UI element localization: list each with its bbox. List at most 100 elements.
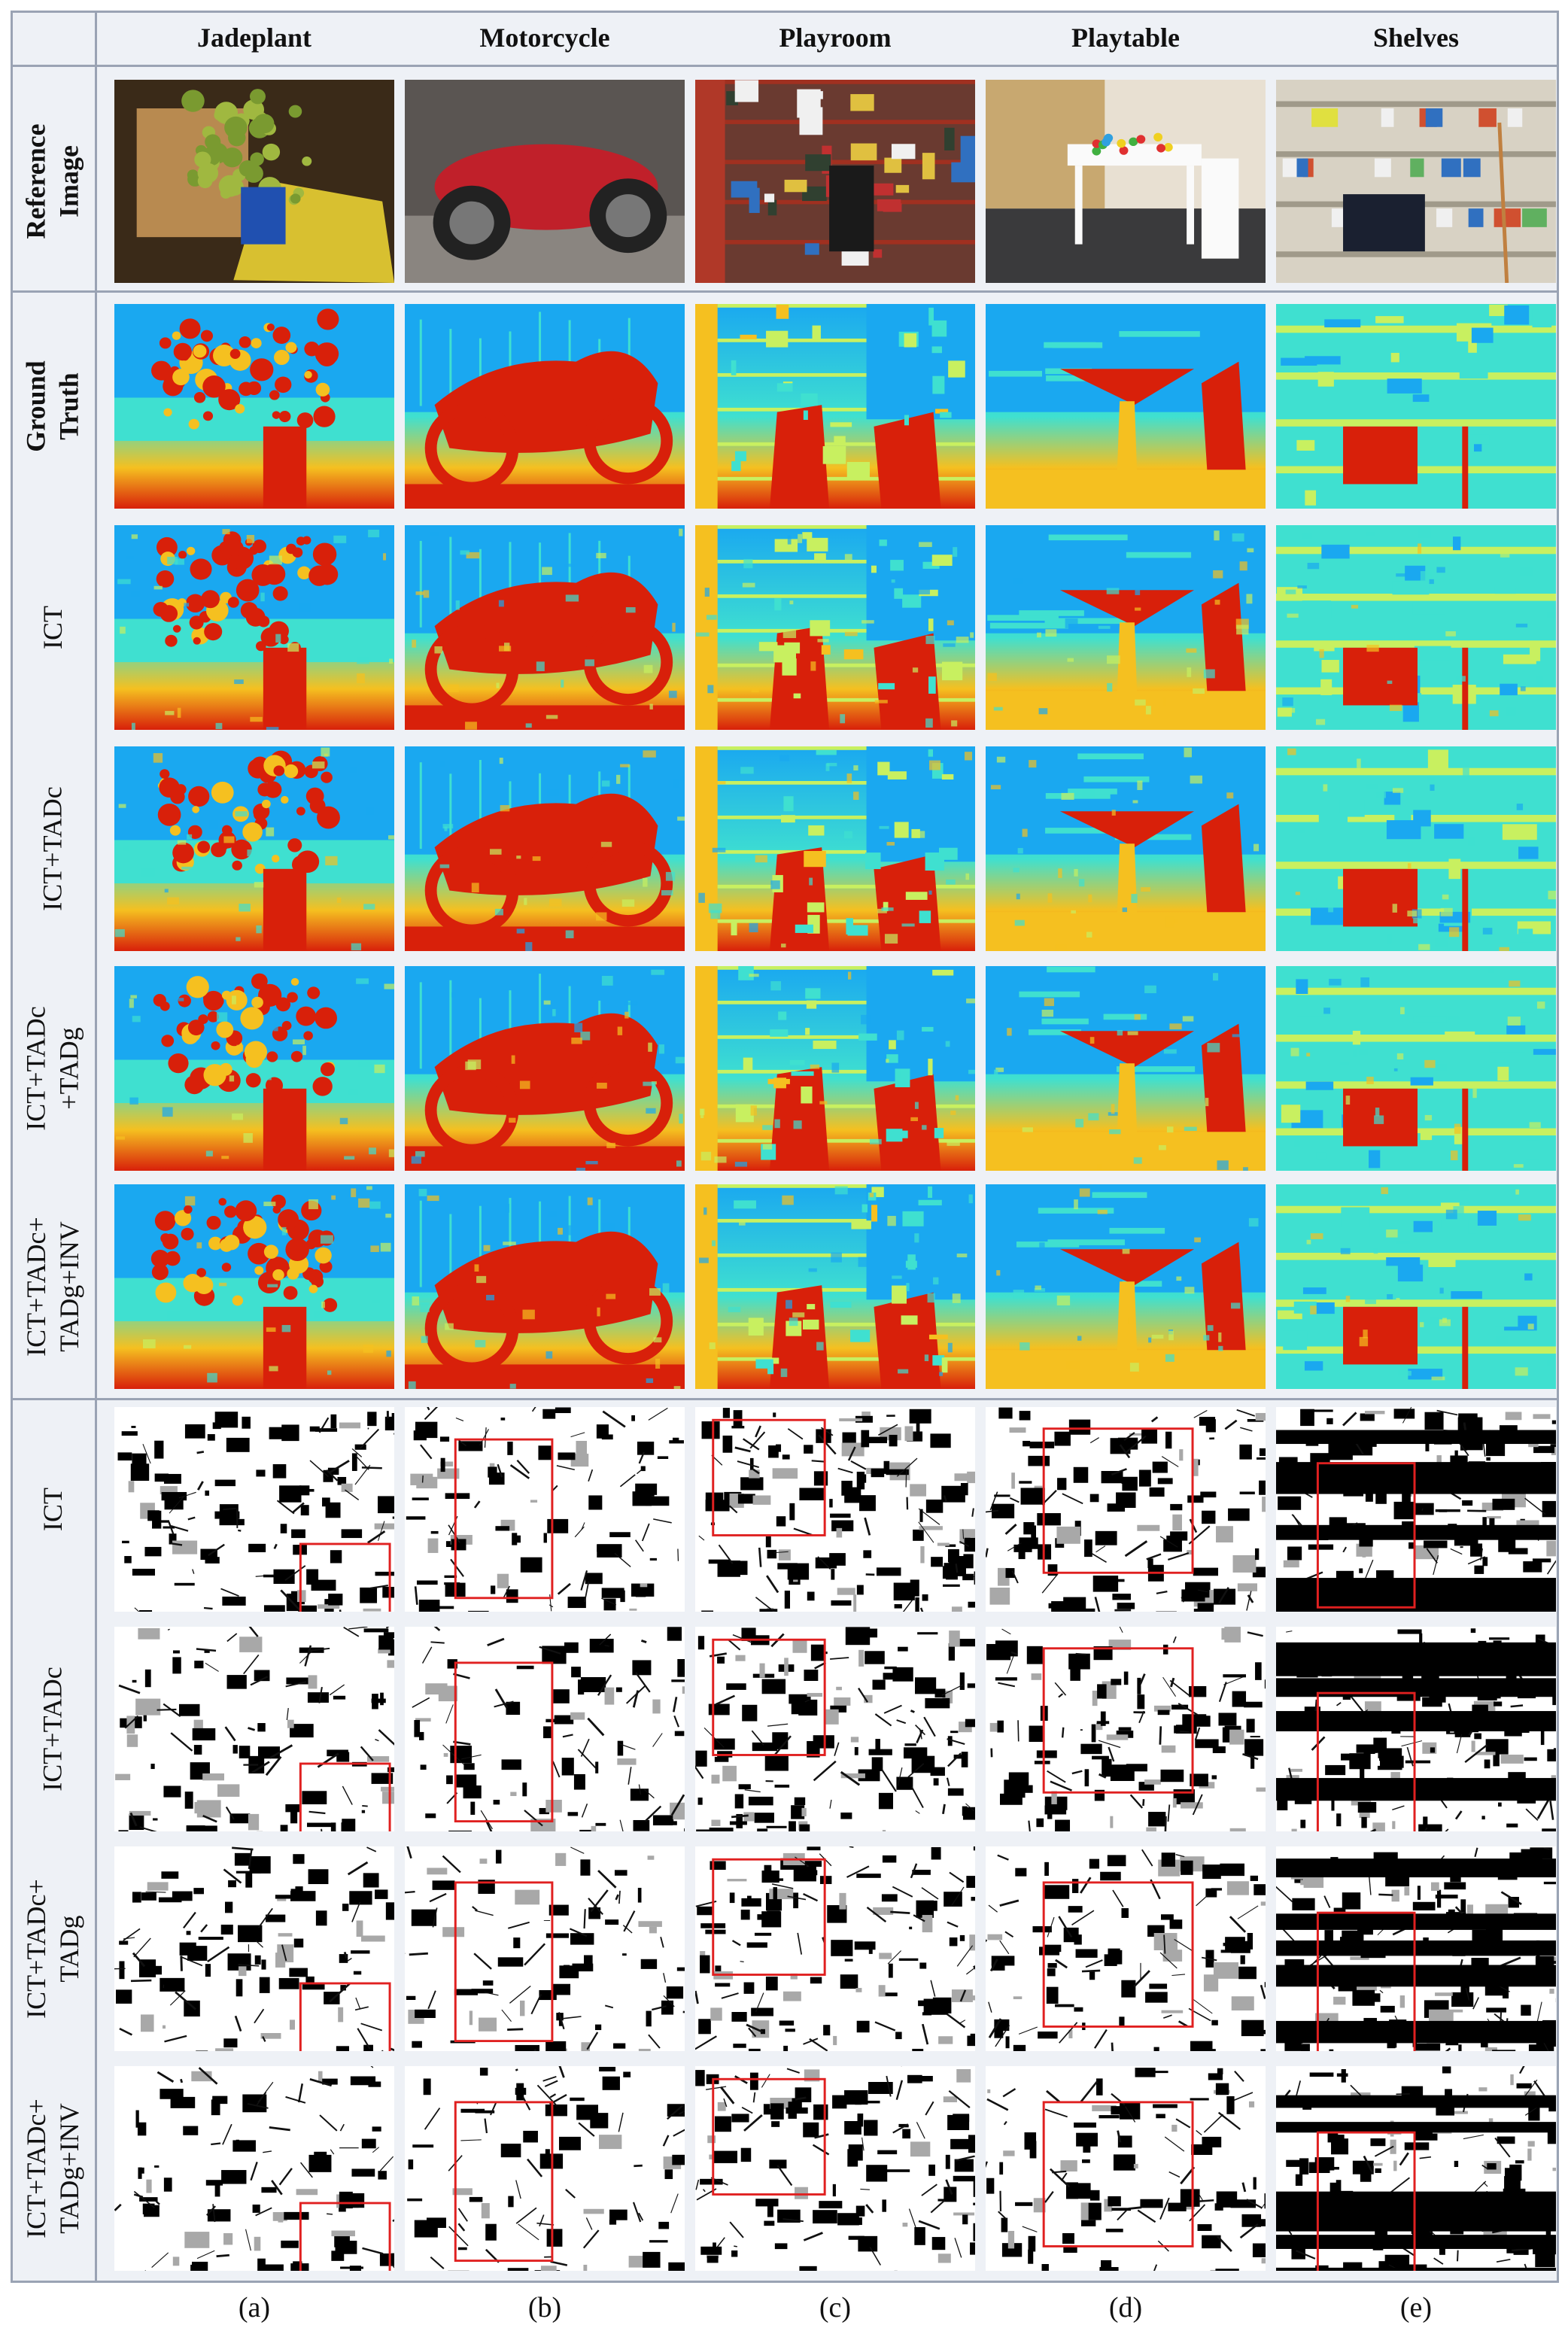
row-group-divider	[11, 65, 1559, 67]
error-map	[695, 1627, 975, 1831]
column-header: Playtable	[1071, 23, 1180, 53]
depth-map	[405, 966, 685, 1171]
panel-image	[986, 746, 1266, 951]
depth-map	[114, 525, 394, 730]
error-map	[405, 1407, 685, 1612]
panel-image	[695, 1184, 975, 1389]
depth-map	[695, 1184, 975, 1389]
panel-image	[405, 1627, 685, 1831]
error-map	[986, 1407, 1266, 1612]
error-map	[695, 1407, 975, 1612]
error-map	[1276, 1407, 1556, 1612]
row-label: ICT+TADc	[11, 742, 95, 956]
row-group-divider	[11, 290, 1559, 293]
error-map	[695, 2066, 975, 2271]
depth-map	[986, 746, 1266, 951]
depth-map	[1276, 746, 1556, 951]
depth-map	[1276, 525, 1556, 730]
panel-image	[695, 966, 975, 1171]
error-map	[1276, 1846, 1556, 2051]
panel-image	[695, 746, 975, 951]
row-label-text: ICT+TADc+ TADg	[21, 1879, 84, 2019]
depth-map	[695, 525, 975, 730]
panel-image	[695, 304, 975, 509]
panel-caption: (d)	[1108, 2292, 1143, 2323]
row-label-text: ICT+TADc+ TADg+INV	[21, 1217, 84, 1357]
row-label: ICT+TADc+ TADg+INV	[11, 2062, 95, 2275]
depth-map	[1276, 304, 1556, 509]
column-header: Motorcycle	[479, 23, 610, 53]
depth-map	[986, 525, 1266, 730]
panel-image	[695, 1627, 975, 1831]
depth-map	[986, 966, 1266, 1171]
error-map	[114, 2066, 394, 2271]
panel-image	[114, 1846, 394, 2051]
panel-image	[1276, 1184, 1556, 1389]
error-map	[986, 1846, 1266, 2051]
reference-image	[986, 80, 1266, 283]
depth-map	[695, 746, 975, 951]
row-label: ICT+TADc+ TADg	[11, 1842, 95, 2056]
panel-image	[1276, 304, 1556, 509]
panel-image	[114, 966, 394, 1171]
panel-image	[986, 966, 1266, 1171]
panel-image	[1276, 1627, 1556, 1831]
reference-image	[405, 80, 685, 283]
panel-caption: (e)	[1399, 2292, 1433, 2323]
panel-image	[114, 1627, 394, 1831]
row-label-text: ICT	[38, 1488, 68, 1531]
error-map	[114, 1846, 394, 2051]
panel-image	[405, 1846, 685, 2051]
reference-image	[1276, 80, 1556, 283]
column-header: Jadeplant	[196, 23, 312, 53]
panel-caption: (a)	[238, 2292, 271, 2323]
panel-image	[114, 1184, 394, 1389]
error-map	[1276, 1627, 1556, 1831]
row-label: ICT+TADc+ TADg+INV	[11, 1180, 95, 1393]
depth-map	[695, 966, 975, 1171]
row-label-text: ICT+TADc +TADg	[21, 1006, 84, 1131]
panel-image	[405, 80, 685, 283]
row-label-text: ICT	[38, 606, 68, 649]
error-map	[405, 1627, 685, 1831]
row-label-text: Reference Image	[21, 123, 85, 239]
panel-image	[986, 1846, 1266, 2051]
panel-image	[1276, 1407, 1556, 1612]
panel-image	[986, 80, 1266, 283]
row-label-text: ICT+TADc	[38, 1667, 68, 1792]
error-map	[114, 1407, 394, 1612]
depth-map	[114, 304, 394, 509]
panel-image	[114, 2066, 394, 2271]
error-map	[1276, 2066, 1556, 2271]
panel-image	[986, 1407, 1266, 1612]
panel-image	[114, 304, 394, 509]
panel-image	[405, 2066, 685, 2271]
depth-map	[405, 1184, 685, 1389]
depth-map	[986, 1184, 1266, 1389]
panel-caption: (c)	[819, 2292, 852, 2323]
depth-map	[1276, 1184, 1556, 1389]
depth-map	[986, 304, 1266, 509]
panel-image	[986, 525, 1266, 730]
panel-image	[1276, 966, 1556, 1171]
panel-image	[986, 304, 1266, 509]
panel-image	[695, 2066, 975, 2271]
depth-map	[1276, 966, 1556, 1171]
panel-image	[695, 525, 975, 730]
depth-map	[405, 525, 685, 730]
panel-image	[405, 966, 685, 1171]
panel-image	[695, 80, 975, 283]
panel-image	[986, 1184, 1266, 1389]
column-header: Playroom	[779, 23, 892, 53]
error-map	[405, 2066, 685, 2271]
panel-image	[1276, 2066, 1556, 2271]
depth-map	[695, 304, 975, 509]
panel-image	[1276, 746, 1556, 951]
row-label-text: Ground Truth	[21, 360, 84, 452]
panel-image	[114, 1407, 394, 1612]
row-label-text: ICT+TADc+ TADg+INV	[21, 2099, 84, 2238]
panel-image	[695, 1407, 975, 1612]
depth-map	[405, 304, 685, 509]
panel-image	[695, 1846, 975, 2051]
